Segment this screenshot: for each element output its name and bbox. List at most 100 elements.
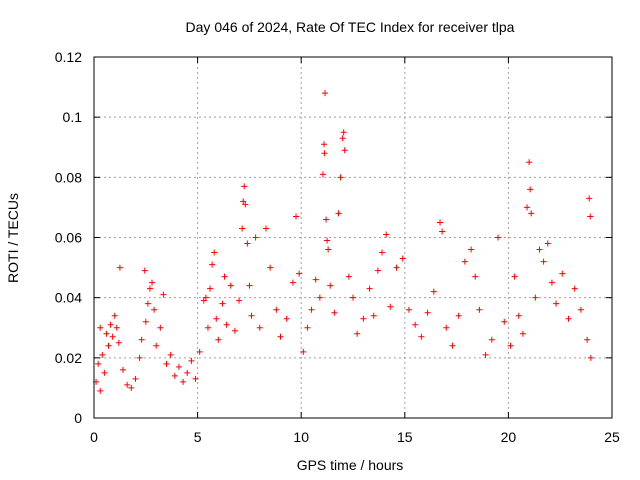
data-point xyxy=(157,324,164,331)
data-point xyxy=(412,321,419,328)
data-point xyxy=(151,306,158,313)
data-point xyxy=(116,264,123,271)
data-point xyxy=(586,195,593,202)
data-point xyxy=(252,234,259,241)
data-point xyxy=(101,369,108,376)
data-point xyxy=(461,258,468,265)
data-point xyxy=(120,366,127,373)
data-point xyxy=(379,249,386,256)
data-point xyxy=(553,300,560,307)
data-point xyxy=(209,261,216,268)
data-point xyxy=(540,258,547,265)
data-point xyxy=(175,363,182,370)
data-point xyxy=(171,372,178,379)
data-point xyxy=(231,327,238,334)
data-point xyxy=(424,309,431,316)
x-tick-label: 25 xyxy=(604,429,620,445)
data-point xyxy=(325,246,332,253)
data-point xyxy=(536,246,543,253)
data-point xyxy=(97,387,104,394)
data-point xyxy=(308,306,315,313)
y-tick-label: 0 xyxy=(74,410,82,426)
data-points xyxy=(93,90,594,394)
data-point xyxy=(115,339,122,346)
data-point xyxy=(293,213,300,220)
data-point xyxy=(153,342,160,349)
data-point xyxy=(221,273,228,280)
chart-title: Day 046 of 2024, Rate Of TEC Index for r… xyxy=(186,19,515,35)
data-point xyxy=(215,336,222,343)
data-point xyxy=(296,270,303,277)
data-point xyxy=(239,225,246,232)
data-point xyxy=(312,276,319,283)
data-point xyxy=(507,342,514,349)
data-point xyxy=(526,159,533,166)
x-tick-label: 20 xyxy=(501,429,517,445)
data-point xyxy=(437,219,444,226)
data-point xyxy=(316,294,323,301)
data-point xyxy=(565,315,572,322)
data-point xyxy=(319,171,326,178)
data-point xyxy=(488,336,495,343)
data-point xyxy=(113,324,120,331)
data-point xyxy=(374,267,381,274)
x-axis-label: GPS time / hours xyxy=(297,457,404,473)
data-point xyxy=(111,312,118,319)
data-point xyxy=(321,150,328,157)
y-tick-label: 0.12 xyxy=(55,49,82,65)
data-point xyxy=(241,183,248,190)
data-point xyxy=(387,303,394,310)
data-point xyxy=(515,312,522,319)
data-point xyxy=(524,204,531,211)
data-point xyxy=(105,342,112,349)
data-point xyxy=(528,210,535,217)
data-point xyxy=(192,375,199,382)
data-point xyxy=(109,333,116,340)
x-tick-label: 10 xyxy=(293,429,309,445)
data-point xyxy=(124,381,131,388)
data-point xyxy=(472,273,479,280)
x-tick-label: 0 xyxy=(90,429,98,445)
data-point xyxy=(103,330,110,337)
data-point xyxy=(439,228,446,235)
data-point xyxy=(267,264,274,271)
data-point xyxy=(223,321,230,328)
data-point xyxy=(167,351,174,358)
data-point xyxy=(587,213,594,220)
data-point xyxy=(501,318,508,325)
data-point xyxy=(331,309,338,316)
y-tick-label: 0.02 xyxy=(55,350,82,366)
data-point xyxy=(283,315,290,322)
data-point xyxy=(399,255,406,262)
data-point xyxy=(213,315,220,322)
data-point xyxy=(163,360,170,367)
data-point xyxy=(289,279,296,286)
data-point xyxy=(322,90,329,97)
data-point xyxy=(138,336,145,343)
data-point xyxy=(495,234,502,241)
data-point xyxy=(277,333,284,340)
data-point xyxy=(211,249,218,256)
data-point xyxy=(350,294,356,301)
data-point xyxy=(577,306,584,313)
data-point xyxy=(188,357,195,364)
data-point xyxy=(468,246,475,253)
data-point xyxy=(99,351,106,358)
data-point xyxy=(320,141,327,148)
data-point xyxy=(339,135,346,142)
data-point xyxy=(393,264,400,271)
data-point xyxy=(482,351,489,358)
data-point xyxy=(430,288,437,295)
data-point xyxy=(95,360,102,367)
data-point xyxy=(244,240,251,247)
data-point xyxy=(511,273,518,280)
data-point xyxy=(141,267,148,274)
data-point xyxy=(304,324,311,331)
data-point xyxy=(202,294,209,301)
data-point xyxy=(345,273,352,280)
data-point xyxy=(584,336,591,343)
data-point xyxy=(242,201,249,208)
data-point xyxy=(327,282,334,289)
data-point xyxy=(335,210,342,217)
